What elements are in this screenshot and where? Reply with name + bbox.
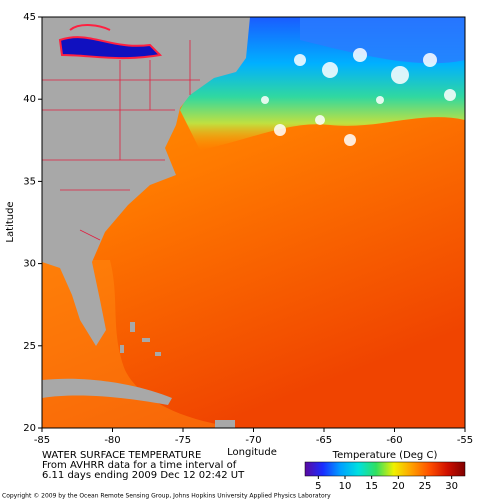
- x-tick-label: -60: [386, 435, 402, 446]
- colorbar-tick-label: 20: [392, 481, 405, 492]
- y-tick-label: 40: [23, 94, 36, 105]
- y-tick-label: 30: [23, 259, 36, 270]
- colorbar-tick-label: 25: [419, 481, 432, 492]
- copyright: Copyright © 2009 by the Ocean Remote Sen…: [2, 493, 331, 500]
- y-tick-label: 20: [23, 423, 36, 434]
- x-tick-label: -70: [245, 435, 261, 446]
- colorbar-label: Temperature (Deg C): [332, 450, 438, 461]
- colorbar: [304, 461, 466, 477]
- y-axis-label: Latitude: [5, 201, 16, 242]
- x-tick-label: -55: [457, 435, 473, 446]
- x-axis-label: Longitude: [227, 447, 277, 458]
- subtitle: 6.11 days ending 2009 Dec 12 02:42 UT: [42, 470, 245, 481]
- subtitle: From AVHRR data for a time interval of: [42, 460, 237, 471]
- map-image: [42, 17, 465, 428]
- y-tick-label: 25: [23, 341, 36, 352]
- y-tick-label: 35: [23, 176, 36, 187]
- colorbar-tick-label: 15: [365, 481, 378, 492]
- colorbar-tick-label: 30: [445, 481, 458, 492]
- colorbar-tick-label: 5: [315, 481, 321, 492]
- x-tick-label: -75: [175, 435, 191, 446]
- y-tick-label: 45: [23, 12, 36, 23]
- title: WATER SURFACE TEMPERATURE: [42, 450, 201, 461]
- x-tick-label: -80: [104, 435, 120, 446]
- x-tick-label: -85: [34, 435, 50, 446]
- colorbar-tick-label: 10: [339, 481, 352, 492]
- x-tick-label: -65: [316, 435, 332, 446]
